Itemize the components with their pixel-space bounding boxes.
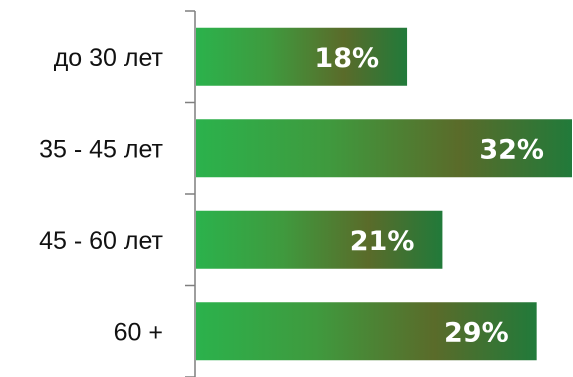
value-label: 29% [444, 317, 509, 348]
category-label: 60 + [114, 318, 163, 346]
category-label: 45 - 60 лет [39, 227, 163, 255]
bar-1 [196, 119, 572, 178]
value-label: 21% [350, 226, 415, 257]
value-label: 18% [314, 43, 379, 74]
label-layer: до 30 лет 18% 35 - 45 лет 32% 45 - 60 лет 21%… [39, 43, 544, 349]
value-label: 32% [479, 134, 544, 165]
category-label: 35 - 45 лет [39, 135, 163, 163]
bar-3 [196, 302, 537, 361]
bar-layer [196, 27, 572, 361]
axis-layer [185, 10, 196, 377]
bar-2 [196, 210, 443, 269]
category-label: до 30 лет [54, 44, 164, 72]
bar-0 [196, 27, 408, 86]
